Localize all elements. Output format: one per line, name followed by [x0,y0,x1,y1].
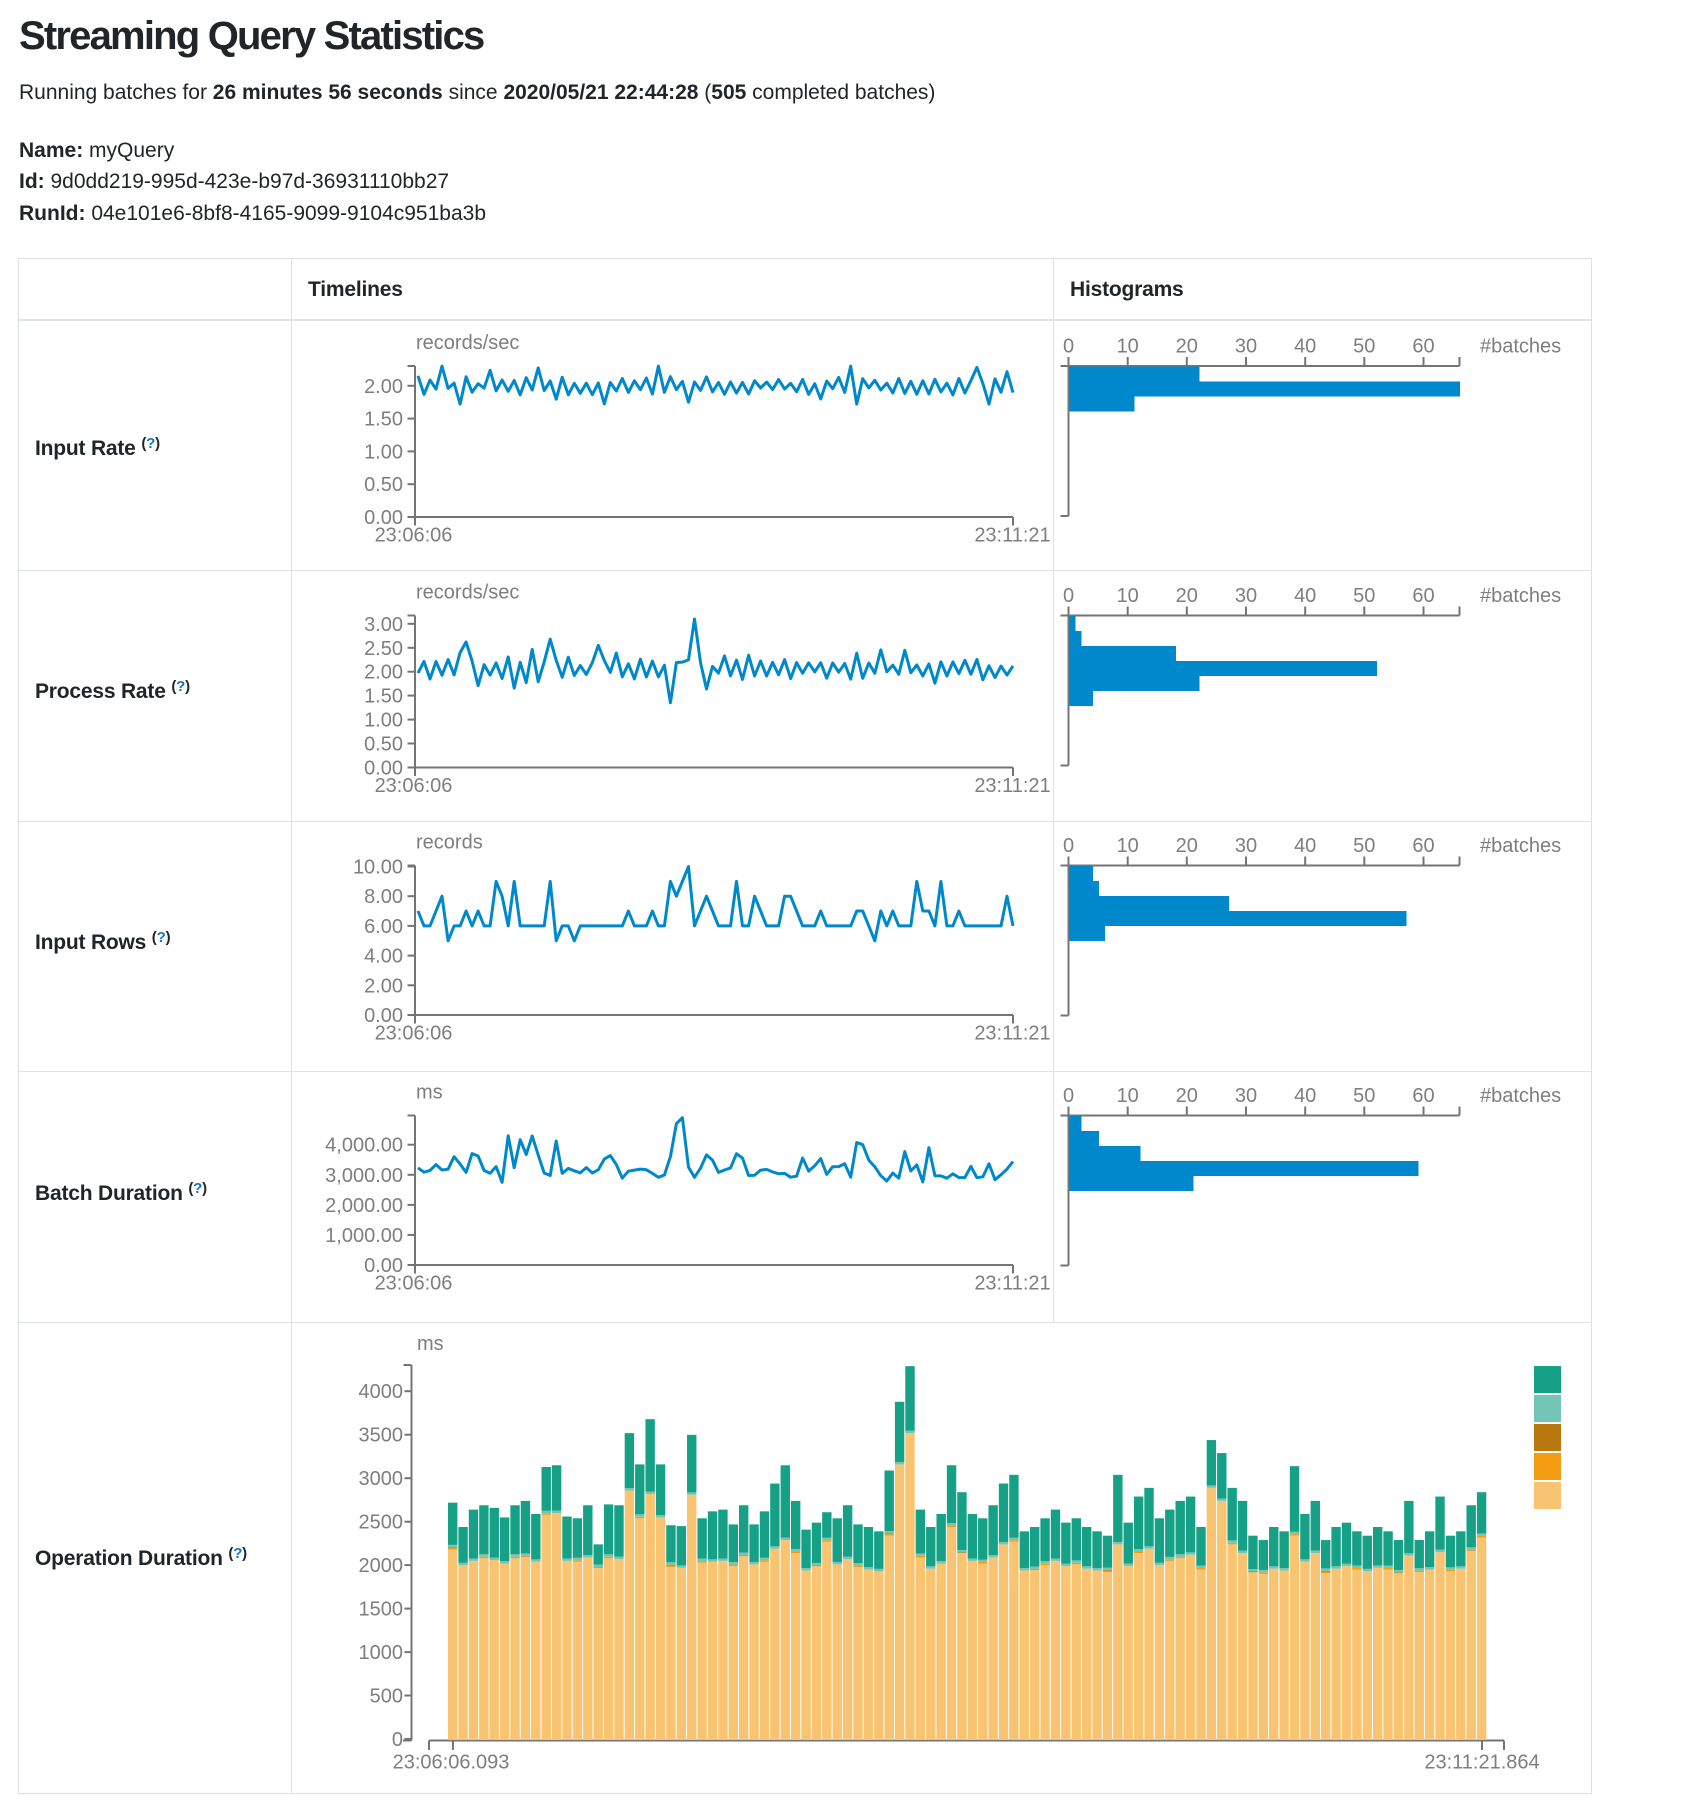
svg-text:0: 0 [392,1729,403,1751]
svg-text:records/sec: records/sec [416,332,519,354]
svg-text:3,000.00: 3,000.00 [325,1165,403,1187]
svg-text:50: 50 [1353,585,1375,607]
svg-text:20: 20 [1176,835,1198,857]
svg-text:23:06:06: 23:06:06 [375,524,453,546]
svg-text:23:11:21: 23:11:21 [974,1272,1050,1294]
svg-text:#batches: #batches [1480,336,1561,358]
svg-text:8.00: 8.00 [364,886,403,908]
svg-text:4000: 4000 [359,1381,404,1403]
svg-text:40: 40 [1294,1085,1316,1107]
svg-text:4.00: 4.00 [364,946,403,968]
svg-text:60: 60 [1412,336,1434,358]
svg-text:10: 10 [1117,1085,1139,1107]
svg-text:0.00: 0.00 [364,1005,403,1027]
svg-text:10: 10 [1117,585,1139,607]
svg-text:1.00: 1.00 [364,710,403,732]
svg-text:4,000.00: 4,000.00 [325,1135,403,1157]
svg-text:1.50: 1.50 [364,409,403,431]
svg-text:20: 20 [1176,1085,1198,1107]
svg-text:1,000.00: 1,000.00 [325,1225,403,1247]
svg-text:30: 30 [1235,835,1257,857]
svg-text:40: 40 [1294,585,1316,607]
svg-text:23:11:21: 23:11:21 [974,524,1050,546]
svg-text:2.00: 2.00 [364,376,403,398]
svg-text:ms: ms [416,1082,443,1104]
svg-text:60: 60 [1412,835,1434,857]
svg-text:500: 500 [370,1686,403,1708]
svg-text:0: 0 [1063,336,1074,358]
svg-text:2.50: 2.50 [364,638,403,660]
svg-text:60: 60 [1412,585,1434,607]
svg-text:30: 30 [1235,1085,1257,1107]
svg-text:50: 50 [1353,1085,1375,1107]
svg-text:30: 30 [1235,336,1257,358]
svg-text:10: 10 [1117,336,1139,358]
svg-text:#batches: #batches [1480,835,1561,857]
svg-text:#batches: #batches [1480,1085,1561,1107]
svg-text:40: 40 [1294,336,1316,358]
svg-text:2,000.00: 2,000.00 [325,1195,403,1217]
svg-text:23:06:06.093: 23:06:06.093 [393,1752,510,1774]
svg-text:50: 50 [1353,336,1375,358]
svg-text:1.00: 1.00 [364,441,403,463]
svg-text:23:06:06: 23:06:06 [375,775,453,797]
svg-text:2500: 2500 [359,1512,404,1534]
svg-text:23:06:06: 23:06:06 [375,1272,453,1294]
svg-text:1000: 1000 [359,1642,404,1664]
svg-text:3000: 3000 [359,1468,404,1490]
svg-text:40: 40 [1294,835,1316,857]
svg-text:0.50: 0.50 [364,734,403,756]
svg-text:6.00: 6.00 [364,916,403,938]
svg-text:3500: 3500 [359,1425,404,1447]
svg-text:30: 30 [1235,585,1257,607]
svg-text:0.00: 0.00 [364,758,403,780]
svg-text:records: records [416,832,483,854]
svg-text:23:11:21: 23:11:21 [974,1022,1050,1044]
svg-text:0.00: 0.00 [364,507,403,529]
svg-text:1.50: 1.50 [364,686,403,708]
svg-text:0: 0 [1063,585,1074,607]
svg-text:2.00: 2.00 [364,662,403,684]
svg-text:60: 60 [1412,1085,1434,1107]
svg-text:23:11:21: 23:11:21 [974,775,1050,797]
svg-text:0.50: 0.50 [364,474,403,496]
svg-text:3.00: 3.00 [364,614,403,636]
svg-text:2000: 2000 [359,1555,404,1577]
svg-text:0.00: 0.00 [364,1255,403,1277]
svg-text:10.00: 10.00 [353,857,403,879]
svg-text:23:11:21.864: 23:11:21.864 [1424,1752,1539,1774]
svg-text:20: 20 [1176,336,1198,358]
svg-text:50: 50 [1353,835,1375,857]
svg-text:records/sec: records/sec [416,582,519,604]
svg-text:20: 20 [1176,585,1198,607]
svg-text:23:06:06: 23:06:06 [375,1022,453,1044]
svg-text:10: 10 [1117,835,1139,857]
svg-text:#batches: #batches [1480,585,1561,607]
svg-text:0: 0 [1063,1085,1074,1107]
svg-text:1500: 1500 [359,1599,404,1621]
svg-text:ms: ms [417,1333,444,1355]
svg-text:0: 0 [1063,835,1074,857]
svg-text:2.00: 2.00 [364,975,403,997]
